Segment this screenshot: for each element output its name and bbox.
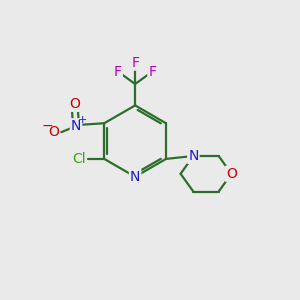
- Text: N: N: [71, 119, 81, 133]
- Text: O: O: [48, 125, 59, 139]
- Text: N: N: [130, 170, 140, 184]
- Text: F: F: [131, 56, 139, 70]
- Text: F: F: [148, 64, 156, 79]
- Text: O: O: [69, 97, 80, 111]
- Text: +: +: [78, 115, 87, 125]
- Text: F: F: [114, 64, 122, 79]
- Text: Cl: Cl: [72, 152, 86, 166]
- Text: −: −: [42, 118, 54, 133]
- Text: N: N: [188, 149, 199, 163]
- Text: O: O: [226, 167, 237, 181]
